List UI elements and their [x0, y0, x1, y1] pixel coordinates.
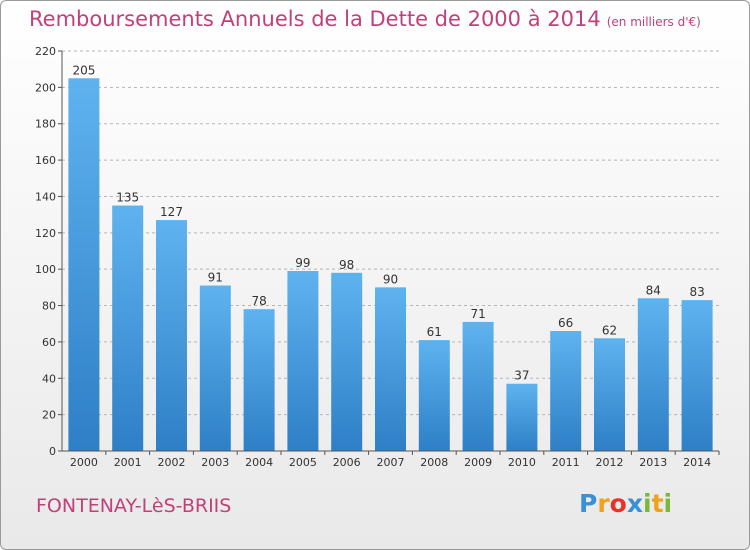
bar-2004 [243, 309, 275, 451]
logo-letter: P [579, 489, 598, 518]
bar-value-label: 91 [208, 271, 223, 285]
bar-value-label: 78 [251, 294, 266, 308]
chart-title: Remboursements Annuels de la Dette de 20… [29, 7, 701, 31]
x-tick-label: 2014 [683, 456, 711, 469]
bars-layer: 205 135 127 91 78 99 98 90 61 71 37 66 62 84 83 [68, 63, 713, 451]
bar-2001 [112, 205, 144, 451]
x-tick-label: 2007 [377, 456, 405, 469]
x-tick-label: 2013 [639, 456, 667, 469]
bar-2008 [418, 340, 450, 451]
bar-2002 [156, 220, 187, 451]
x-tick-label: 2001 [114, 456, 142, 469]
bar-value-label: 66 [558, 316, 573, 330]
bar-2013 [637, 298, 669, 451]
y-tick-label: 220 [35, 45, 56, 58]
x-tick-label: 2005 [289, 456, 317, 469]
bar-2012 [594, 338, 625, 451]
bar-2006 [331, 272, 363, 451]
bar-value-label: 61 [427, 325, 442, 339]
x-tick-label: 2002 [158, 456, 186, 469]
bar-value-label: 84 [646, 283, 661, 297]
bar-2003 [199, 285, 231, 451]
commune-name: FONTENAY-LèS-BRIIS [36, 495, 232, 517]
bar-value-label: 90 [383, 272, 398, 286]
bar-2005 [287, 271, 319, 451]
logo-letter: i [643, 489, 652, 518]
logo-letter: i [663, 489, 673, 518]
bar-value-label: 99 [295, 256, 310, 270]
bar-2010 [506, 383, 538, 451]
y-tick-label: 180 [35, 118, 56, 131]
x-tick-label: 2006 [333, 456, 361, 469]
bar-value-label: 98 [339, 258, 354, 272]
y-tick-label: 100 [35, 263, 56, 276]
bar-2007 [375, 287, 406, 451]
chart-title-unit: (en milliers d'€) [606, 15, 701, 29]
chart-title-text: Remboursements Annuels de la Dette de 20… [29, 7, 601, 31]
y-tick-label: 40 [42, 372, 56, 385]
bar-value-label: 37 [514, 369, 529, 383]
proxiti-logo: Proxiti [579, 489, 672, 518]
logo-letter: x [626, 489, 643, 518]
bar-2014 [681, 300, 713, 451]
x-tick-label: 2008 [420, 456, 448, 469]
logo-letter: t [651, 489, 664, 518]
bar-2000 [68, 78, 100, 451]
bar-value-label: 205 [72, 63, 95, 77]
bar-value-label: 62 [602, 323, 617, 337]
x-tick-label: 2003 [201, 456, 229, 469]
x-tick-label: 2004 [245, 456, 273, 469]
bar-value-label: 127 [160, 205, 183, 219]
x-tick-label: 2010 [508, 456, 536, 469]
y-tick-label: 0 [49, 445, 56, 458]
bar-2011 [550, 331, 582, 451]
x-tick-label: 2009 [464, 456, 492, 469]
y-tick-label: 200 [35, 81, 56, 94]
bar-value-label: 135 [116, 191, 139, 205]
bar-value-label: 83 [689, 285, 704, 299]
x-tick-label: 2011 [552, 456, 580, 469]
bar-2009 [462, 321, 494, 451]
y-tick-label: 160 [35, 154, 56, 167]
y-tick-label: 140 [35, 190, 56, 203]
y-tick-label: 60 [42, 336, 56, 349]
logo-letter: o [609, 489, 627, 518]
bar-value-label: 71 [470, 307, 485, 321]
x-tick-label: 2000 [70, 456, 98, 469]
y-tick-label: 120 [35, 227, 56, 240]
axis-layer: 0 20 40 60 80 100 120 140 160 180 200 220 2000 2001 20… [35, 45, 720, 469]
y-tick-label: 20 [42, 409, 56, 422]
y-tick-label: 80 [42, 300, 56, 313]
logo-letter: r [597, 489, 610, 518]
x-tick-label: 2012 [596, 456, 624, 469]
